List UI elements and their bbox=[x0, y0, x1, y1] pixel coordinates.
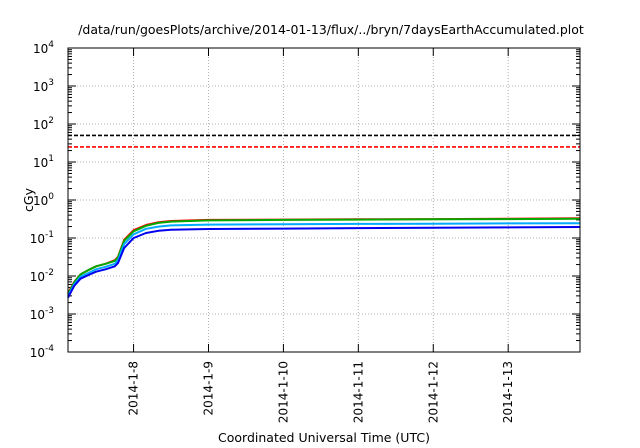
x-tick-label: 2014-1-8 bbox=[127, 361, 141, 415]
series-line bbox=[67, 217, 581, 295]
y-tick-labels: 10-4 10-3 10-2 10-1 100 101 102 103 104 bbox=[30, 40, 55, 360]
x-tick-label: 2014-1-9 bbox=[201, 361, 215, 415]
chart-title: /data/run/goesPlots/archive/2014-01-13/f… bbox=[78, 22, 584, 37]
grid bbox=[68, 48, 580, 352]
y-tick-label: 10-4 bbox=[30, 344, 55, 360]
x-tick-label: 2014-1-11 bbox=[351, 361, 365, 423]
y-tick-label: 10-2 bbox=[30, 268, 54, 284]
y-tick-label: 101 bbox=[33, 154, 54, 170]
y-tick-label: 104 bbox=[33, 40, 54, 56]
y-tick-label: 10-3 bbox=[30, 306, 54, 322]
series-lines bbox=[67, 134, 581, 299]
x-tick-label: 2014-1-12 bbox=[426, 361, 440, 423]
x-tick-label: 2014-1-10 bbox=[276, 361, 290, 423]
plot-frame bbox=[67, 47, 581, 353]
y-tick-label: 103 bbox=[33, 78, 54, 94]
tick-marks bbox=[68, 47, 580, 353]
x-tick-labels: 2014-1-8 2014-1-9 2014-1-10 2014-1-11 2014-1… bbox=[127, 361, 516, 423]
series-line bbox=[67, 222, 581, 297]
y-axis-label: cGy bbox=[21, 187, 36, 212]
series-line bbox=[67, 226, 581, 299]
y-tick-label: 100 bbox=[33, 192, 54, 208]
x-axis-label: Coordinated Universal Time (UTC) bbox=[218, 430, 430, 445]
x-tick-label: 2014-1-13 bbox=[501, 361, 515, 423]
y-tick-label: 102 bbox=[33, 116, 54, 132]
y-tick-label: 10-1 bbox=[30, 230, 54, 246]
